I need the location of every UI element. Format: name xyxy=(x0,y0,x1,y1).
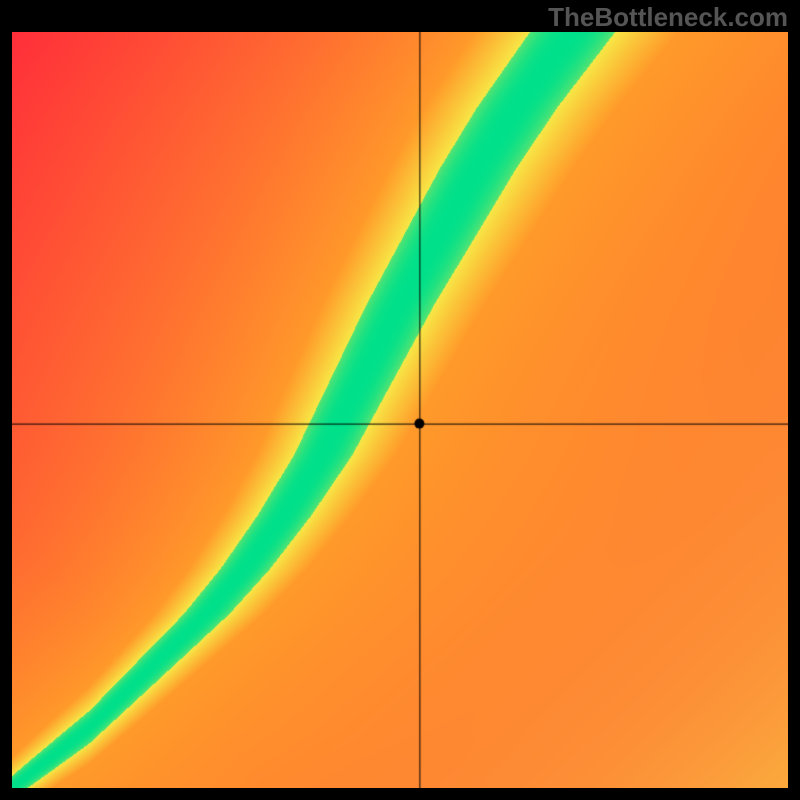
watermark-text: TheBottleneck.com xyxy=(548,2,788,33)
bottleneck-heatmap xyxy=(12,32,788,788)
chart-container: TheBottleneck.com xyxy=(0,0,800,800)
